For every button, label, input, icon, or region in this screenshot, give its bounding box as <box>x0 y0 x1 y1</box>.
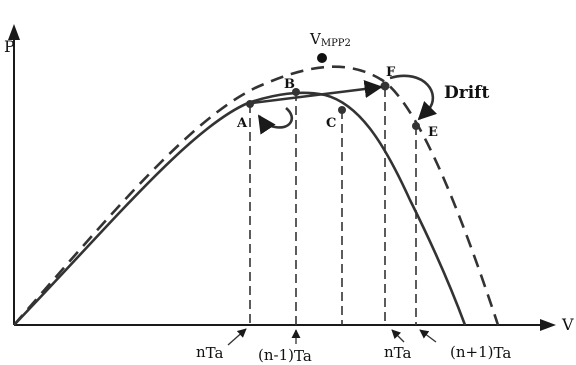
point-c-marker <box>338 106 346 114</box>
point-e-marker <box>412 122 420 130</box>
tick-arrow-3 <box>391 329 405 343</box>
point-b-marker <box>292 88 300 96</box>
vmpp-marker <box>317 53 327 63</box>
point-e-label: E <box>428 125 438 140</box>
point-b-label: B <box>284 77 295 92</box>
tick-arrow-4 <box>419 329 437 343</box>
point-a-label: A <box>236 116 248 131</box>
arrow-a-to-f <box>251 79 383 105</box>
y-axis-arrow-icon <box>8 24 20 40</box>
vmpp-label: VMPP2 <box>309 30 351 49</box>
drift-label: Drift <box>444 83 489 103</box>
x-axis-label: V <box>561 315 574 334</box>
point-c-label: C <box>326 116 336 131</box>
curved-arrow-near-a <box>257 107 294 135</box>
tick-label-ntE: nTa <box>384 343 412 362</box>
pv-curve-dashed <box>13 65 500 326</box>
tick-label-n-plus-1: (n+1)Ta <box>450 343 511 362</box>
drift-arrow <box>389 74 438 121</box>
tick-arrow-1 <box>227 328 247 346</box>
tick-label-ntA: nTa <box>196 343 224 362</box>
point-f-marker <box>380 81 390 91</box>
x-axis-arrow-icon <box>540 319 556 331</box>
point-f-label: F <box>386 65 396 80</box>
y-axis-label: P <box>4 37 15 56</box>
tick-label-n-minus-1: (n-1)Ta <box>258 346 312 365</box>
